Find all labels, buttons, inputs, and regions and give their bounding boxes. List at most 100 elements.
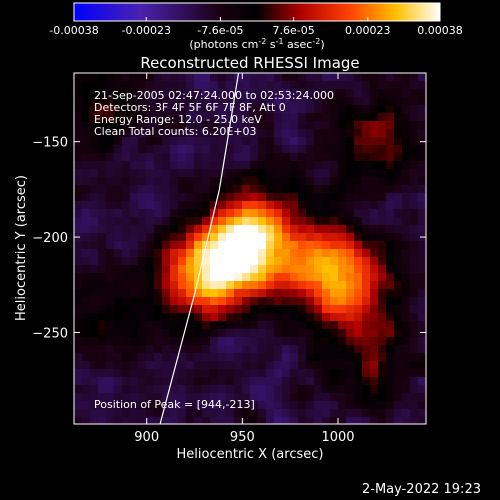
- heatmap-cell: [362, 113, 371, 122]
- heatmap-cell: [370, 233, 379, 242]
- heatmap-cell: [106, 97, 115, 106]
- heatmap-cell: [410, 225, 419, 234]
- heatmap-cell: [130, 313, 139, 322]
- heatmap-cell: [242, 257, 251, 266]
- heatmap-cell: [218, 257, 227, 266]
- heatmap-cell: [258, 145, 267, 154]
- heatmap-cell: [74, 169, 83, 178]
- heatmap-cell: [90, 409, 99, 418]
- heatmap-cell: [362, 401, 371, 410]
- heatmap-cell: [170, 401, 179, 410]
- heatmap-cell: [386, 345, 395, 354]
- heatmap-cell: [90, 137, 99, 146]
- heatmap-cell: [290, 145, 299, 154]
- heatmap-cell: [386, 233, 395, 242]
- heatmap-cell: [146, 297, 155, 306]
- heatmap-cell: [122, 313, 131, 322]
- heatmap-cell: [234, 417, 243, 424]
- heatmap-cell: [210, 401, 219, 410]
- heatmap-cell: [242, 249, 251, 258]
- heatmap-cell: [82, 273, 91, 282]
- heatmap-cell: [162, 233, 171, 242]
- heatmap-cell: [194, 201, 203, 210]
- heatmap-cell: [226, 201, 235, 210]
- heatmap-cell: [130, 161, 139, 170]
- heatmap-cell: [394, 353, 403, 362]
- heatmap-cell: [90, 161, 99, 170]
- heatmap-cell: [162, 377, 171, 386]
- heatmap-cell: [290, 113, 299, 122]
- heatmap-cell: [266, 305, 275, 314]
- heatmap-cell: [410, 137, 419, 146]
- heatmap-cell: [386, 417, 395, 424]
- heatmap-cell: [386, 129, 395, 138]
- heatmap-cell: [74, 345, 83, 354]
- heatmap-cell: [306, 169, 315, 178]
- heatmap-cell: [194, 105, 203, 114]
- heatmap-cell: [226, 249, 235, 258]
- heatmap-cell: [178, 73, 187, 82]
- heatmap-cell: [322, 273, 331, 282]
- heatmap-cell: [242, 289, 251, 298]
- heatmap-cell: [154, 329, 163, 338]
- heatmap-cell: [370, 385, 379, 394]
- heatmap-cell: [338, 401, 347, 410]
- heatmap-cell: [138, 129, 147, 138]
- heatmap-cell: [306, 233, 315, 242]
- heatmap-cell: [90, 113, 99, 122]
- heatmap-cell: [266, 81, 275, 90]
- heatmap-cell: [130, 393, 139, 402]
- heatmap-cell: [322, 361, 331, 370]
- heatmap-cell: [154, 113, 163, 122]
- heatmap-cell: [370, 89, 379, 98]
- heatmap-cell: [410, 241, 419, 250]
- heatmap-cell: [162, 161, 171, 170]
- heatmap-cell: [314, 161, 323, 170]
- heatmap-cell: [242, 153, 251, 162]
- heatmap-cell: [282, 209, 291, 218]
- heatmap-cell: [418, 353, 426, 362]
- heatmap-cell: [250, 145, 259, 154]
- heatmap-cell: [274, 73, 283, 82]
- heatmap-cell: [130, 169, 139, 178]
- heatmap-cell: [418, 217, 426, 226]
- heatmap-cell: [370, 137, 379, 146]
- solar-limb-line: [159, 73, 240, 424]
- heatmap-cell: [218, 417, 227, 424]
- heatmap-cell: [106, 281, 115, 290]
- heatmap-cell: [242, 201, 251, 210]
- heatmap-cell: [210, 185, 219, 194]
- heatmap-cell: [282, 281, 291, 290]
- heatmap-cell: [322, 73, 331, 82]
- heatmap-cell: [186, 265, 195, 274]
- heatmap-cell: [202, 97, 211, 106]
- heatmap-cell: [322, 417, 331, 424]
- heatmap-cell: [298, 129, 307, 138]
- heatmap-cell: [170, 113, 179, 122]
- heatmap-cell: [82, 265, 91, 274]
- heatmap-cell: [210, 97, 219, 106]
- heatmap-cell: [106, 289, 115, 298]
- heatmap-cell: [290, 385, 299, 394]
- heatmap-cell: [242, 265, 251, 274]
- heatmap-cell: [282, 321, 291, 330]
- heatmap-cell: [386, 409, 395, 418]
- heatmap-cell: [178, 185, 187, 194]
- heatmap-cell: [90, 401, 99, 410]
- heatmap-cell: [362, 297, 371, 306]
- heatmap-cell: [362, 177, 371, 186]
- heatmap-cell: [74, 289, 83, 298]
- heatmap-cell: [346, 417, 355, 424]
- heatmap-cell: [178, 209, 187, 218]
- heatmap-cell: [370, 161, 379, 170]
- heatmap-cell: [378, 249, 387, 258]
- heatmap-cell: [74, 177, 83, 186]
- heatmap-cell: [250, 305, 259, 314]
- heatmap-cell: [338, 209, 347, 218]
- heatmap-cell: [202, 321, 211, 330]
- heatmap-cell: [162, 361, 171, 370]
- heatmap-cell: [138, 121, 147, 130]
- heatmap-cell: [290, 313, 299, 322]
- heatmap-cell: [106, 137, 115, 146]
